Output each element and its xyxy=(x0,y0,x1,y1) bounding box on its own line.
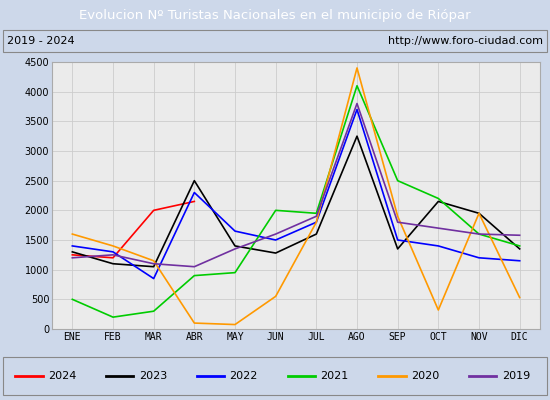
Text: 2021: 2021 xyxy=(320,371,349,381)
Text: 2022: 2022 xyxy=(230,371,258,381)
Text: http://www.foro-ciudad.com: http://www.foro-ciudad.com xyxy=(388,36,543,46)
Text: 2019: 2019 xyxy=(502,371,530,381)
Text: 2019 - 2024: 2019 - 2024 xyxy=(7,36,75,46)
Text: 2023: 2023 xyxy=(139,371,167,381)
Text: Evolucion Nº Turistas Nacionales en el municipio de Riópar: Evolucion Nº Turistas Nacionales en el m… xyxy=(79,8,471,22)
Text: 2024: 2024 xyxy=(48,371,76,381)
Text: 2020: 2020 xyxy=(411,371,439,381)
